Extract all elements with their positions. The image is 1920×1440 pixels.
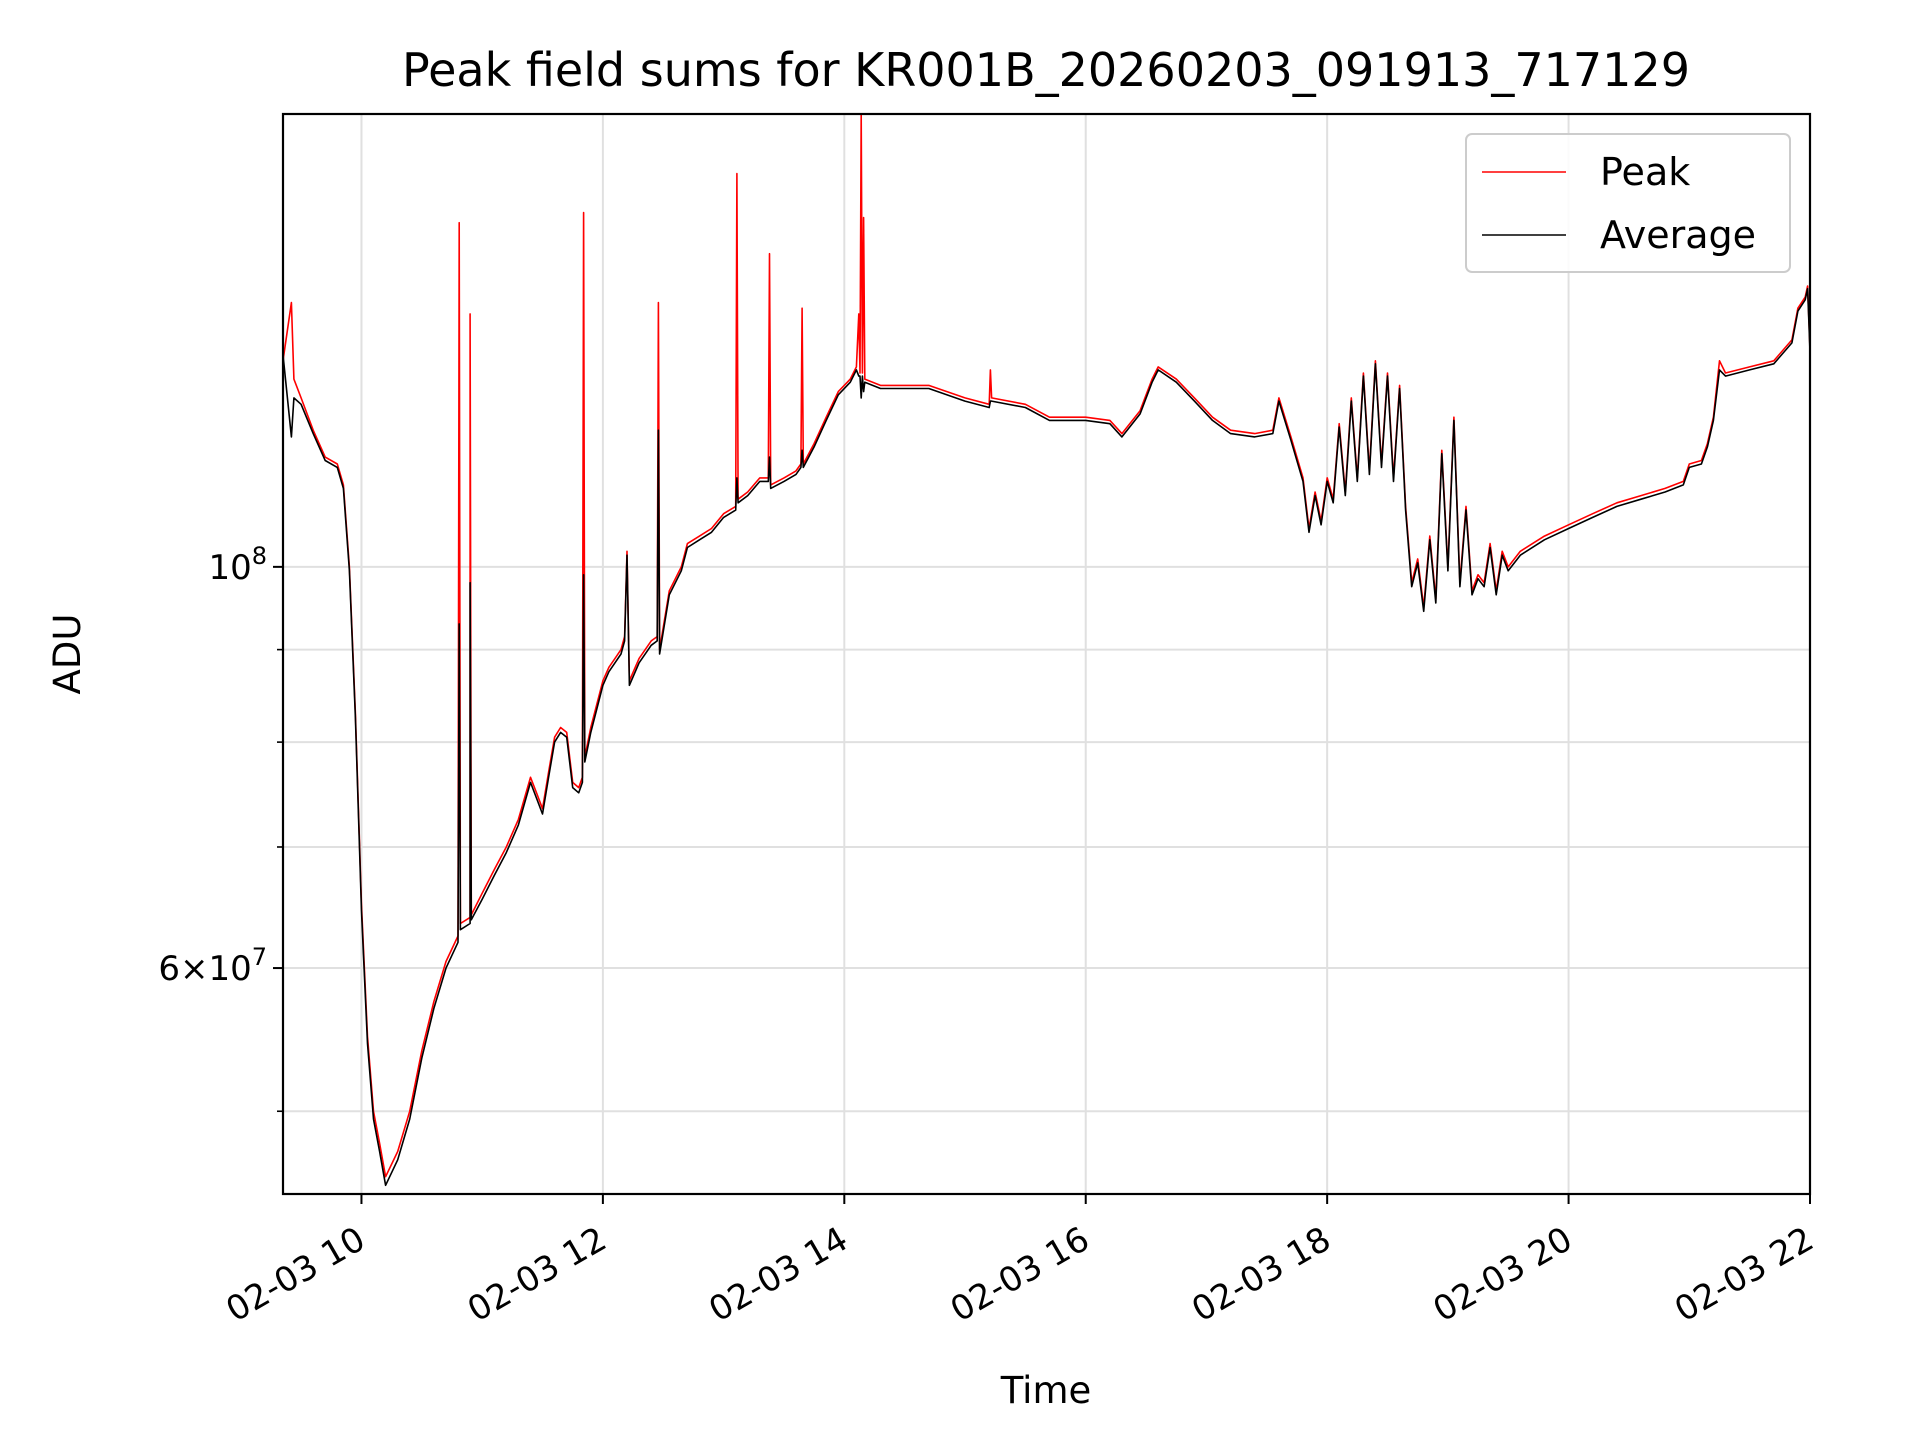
y-tick-prefix: 6× bbox=[158, 949, 208, 989]
chart-title: Peak field sums for KR001B_20260203_0919… bbox=[402, 43, 1690, 97]
grid bbox=[283, 114, 1811, 1194]
legend: Peak Average bbox=[1465, 133, 1791, 273]
y-tick-label: 108 bbox=[208, 542, 267, 588]
legend-label-peak: Peak bbox=[1600, 150, 1690, 194]
y-tick-base: 10 bbox=[208, 949, 251, 989]
x-axis-label: Time bbox=[1000, 1369, 1092, 1412]
y-axis-label: ADU bbox=[46, 614, 89, 695]
y-tick-label: 6×107 bbox=[158, 943, 267, 989]
series-lines bbox=[282, 113, 1811, 1187]
plot-frame bbox=[281, 112, 1812, 1196]
legend-box bbox=[1465, 133, 1791, 273]
y-tick-exponent: 7 bbox=[252, 943, 267, 971]
y-tick-exponent: 8 bbox=[252, 542, 267, 570]
y-tick-base: 10 bbox=[208, 548, 251, 588]
series-line-average bbox=[282, 287, 1811, 1187]
legend-label-average: Average bbox=[1600, 213, 1756, 257]
